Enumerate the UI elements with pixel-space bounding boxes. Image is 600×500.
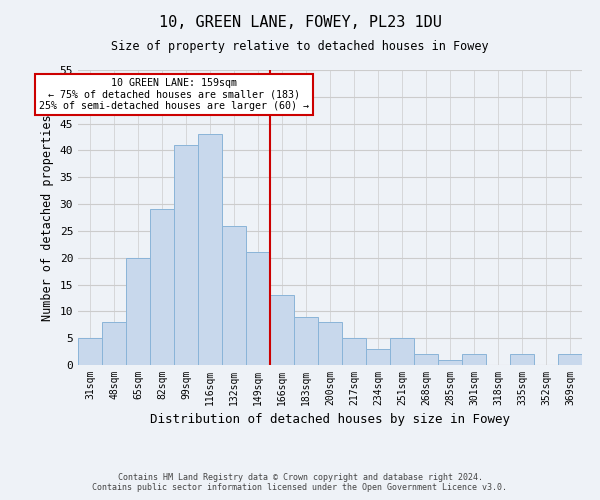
Bar (558, 354, 582, 365)
Bar (414, 354, 438, 365)
Bar (270, 296, 294, 365)
Bar (342, 338, 366, 365)
Bar (318, 322, 342, 365)
Bar (78, 338, 102, 365)
X-axis label: Distribution of detached houses by size in Fowey: Distribution of detached houses by size … (150, 414, 510, 426)
Y-axis label: Number of detached properties: Number of detached properties (41, 114, 54, 321)
Bar (126, 258, 150, 365)
Bar (174, 145, 198, 365)
Bar (102, 322, 126, 365)
Bar (462, 354, 486, 365)
Text: 10, GREEN LANE, FOWEY, PL23 1DU: 10, GREEN LANE, FOWEY, PL23 1DU (158, 15, 442, 30)
Bar (390, 338, 414, 365)
Bar (198, 134, 222, 365)
Bar (150, 210, 174, 365)
Bar (366, 349, 390, 365)
Bar (222, 226, 246, 365)
Bar (246, 252, 270, 365)
Bar (294, 316, 318, 365)
Text: Contains HM Land Registry data © Crown copyright and database right 2024.
Contai: Contains HM Land Registry data © Crown c… (92, 473, 508, 492)
Bar (510, 354, 534, 365)
Text: 10 GREEN LANE: 159sqm
← 75% of detached houses are smaller (183)
25% of semi-det: 10 GREEN LANE: 159sqm ← 75% of detached … (39, 78, 309, 111)
Bar (438, 360, 462, 365)
Text: Size of property relative to detached houses in Fowey: Size of property relative to detached ho… (111, 40, 489, 53)
